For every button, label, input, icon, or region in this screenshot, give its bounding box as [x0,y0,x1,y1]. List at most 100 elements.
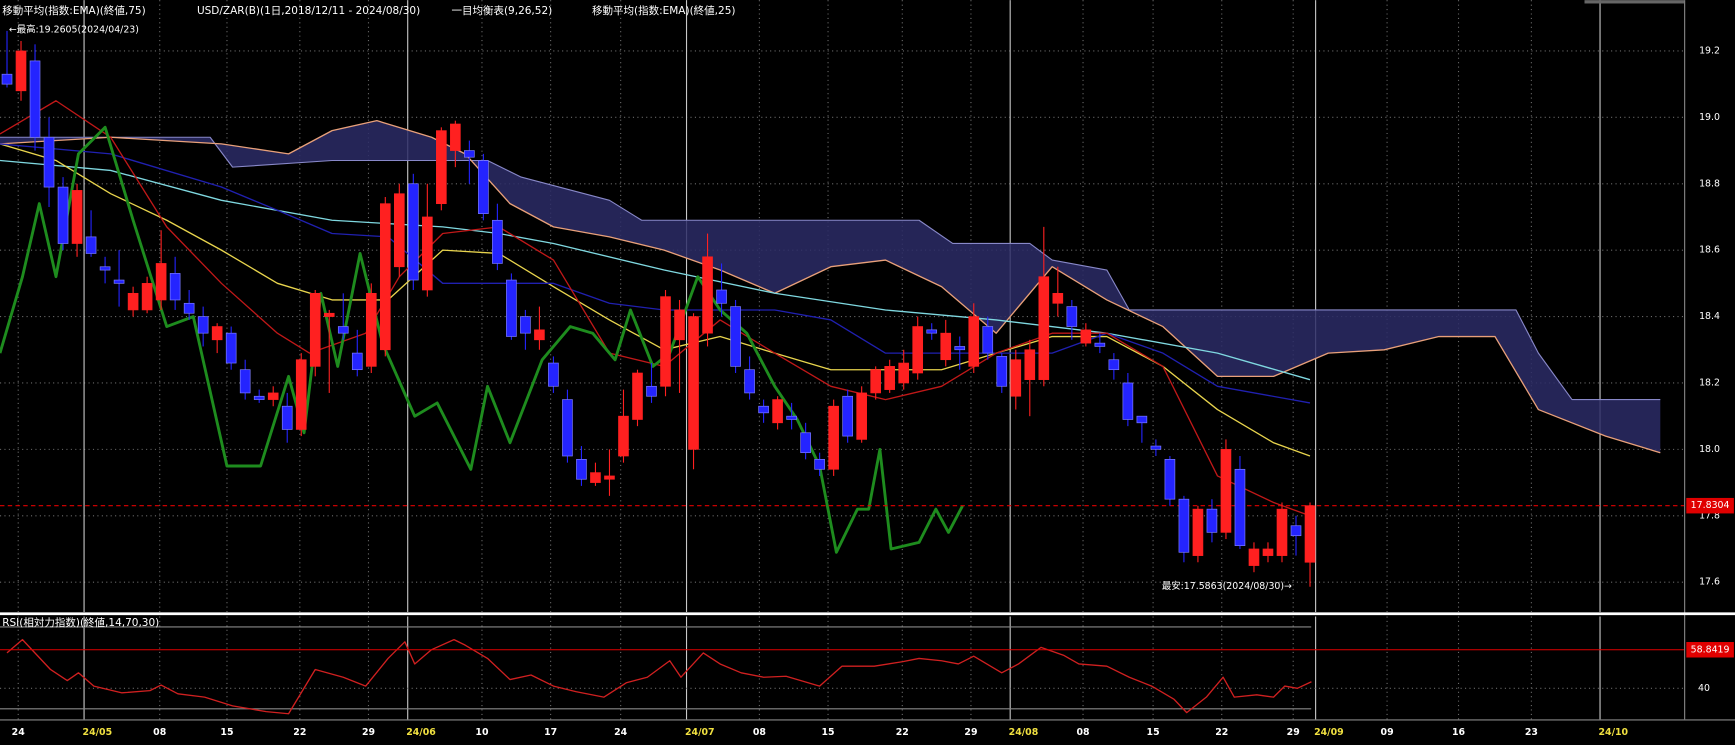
y-tick-label: 18.6 [1699,245,1720,256]
candle-body [436,130,447,205]
candle-body [1220,449,1232,533]
candle-body [870,369,881,394]
senkou-span-a [0,119,1661,454]
candles [1,30,1316,587]
candle-body [604,475,615,480]
ema25-legend: 移動平均(指数:EMA)(終値,25) [592,4,736,17]
current-price-box [1686,497,1734,514]
candle-body [15,50,27,92]
candle-body [422,216,433,291]
x-tick-label: 24 [614,727,628,738]
candle-body [1038,276,1050,380]
candle-body [1164,459,1176,500]
current-value-label: 58.8419 [1691,644,1730,655]
ichimoku-cloud [0,120,1661,453]
candle-body [646,385,657,397]
candle-body [954,346,966,351]
candle-body [758,405,769,414]
x-tick-label: 24/10 [1599,727,1629,738]
candle-body [141,283,153,311]
y-tick-label: 17.6 [1699,577,1720,588]
x-tick-label: 10 [475,727,489,738]
candle-body [408,183,419,281]
x-tick-label: 08 [1076,727,1089,738]
candle-body [730,306,741,367]
candle-body [1234,468,1246,546]
x-tick-label: 23 [1525,727,1538,738]
candle-body [99,266,111,271]
candle-body [814,459,825,470]
candle-body [562,399,573,457]
candle-body [183,302,195,314]
candle-body [309,292,321,367]
x-tick-label: 08 [753,727,766,738]
y-tick-label: 19.0 [1699,112,1720,123]
senkou-span-b [0,136,1661,401]
x-tick-label: 29 [362,727,375,738]
candle-body [884,366,895,390]
candle-body [43,136,55,188]
y-tick-label: 18.8 [1699,178,1720,189]
x-tick-label: 22 [293,727,306,738]
candle-body [492,219,503,264]
x-tick-label: 15 [822,727,835,738]
x-tick-label: 24/08 [1009,727,1039,738]
candle-body [225,332,237,364]
candle-body [856,392,867,440]
candle-body [744,369,755,394]
x-tick-label: 24/05 [83,727,113,738]
candle-body [351,352,363,371]
candle-body [1150,445,1162,450]
x-tick-label: 08 [153,727,166,738]
candle-body [29,60,41,138]
candle-body [1080,329,1092,344]
candle-body [239,369,251,394]
kijun-line [0,143,1311,404]
x-tick-label: 24/07 [685,727,715,738]
candle-body [590,472,601,483]
candle-body [1052,292,1064,304]
candle-body [57,186,69,244]
ema75-legend: 移動平均(指数:EMA)(終値,75) [2,4,146,17]
candle-body [169,273,181,301]
candle-body [1108,359,1120,371]
x-tick-label: 16 [1452,727,1466,738]
candle-body [127,292,139,311]
candle-body [1290,525,1302,537]
candle-body [1,73,13,85]
candle-body [660,296,671,387]
rsi-line [6,638,1312,715]
x-tick-label: 29 [1287,727,1300,738]
y-tick-label: 40 [1698,683,1710,694]
y-tick-label: 18.2 [1699,377,1720,388]
candle-body [393,193,405,268]
labels: 19.2 19.0 18.8 18.6 18.4 18.2 18.0 17.8 17.6 24 24… [12,45,1734,738]
chikou-line [0,125,964,554]
candle-body [1206,508,1218,533]
x-tick-label: 24 [12,727,26,738]
candle-body [365,292,377,367]
candle-body [1262,548,1274,556]
candle-body [1192,508,1204,556]
candle-body [211,326,223,341]
candle-body [295,359,307,430]
candle-body [337,326,349,334]
candle-body [800,432,811,454]
candle-body [281,405,293,430]
current-value-box [1686,642,1734,658]
candle-body [842,395,853,437]
candle-body [618,415,629,457]
candle-body [1304,505,1316,563]
candle-body [71,190,83,244]
candle-body [828,405,839,470]
candle-body [1024,349,1036,380]
symbol-legend: USD/ZAR(B)(1日,2018/12/11 - 2024/08/30) [197,5,420,17]
rsi-title: RSI(相対力指数)(終値,14,70,30) [2,616,159,629]
candle-body [1066,306,1078,327]
x-tick-label: 22 [1215,727,1228,738]
ichimoku-legend: 一目均衡表(9,26,52) [451,4,552,17]
candle-body [940,332,952,361]
candle-body [786,415,797,420]
